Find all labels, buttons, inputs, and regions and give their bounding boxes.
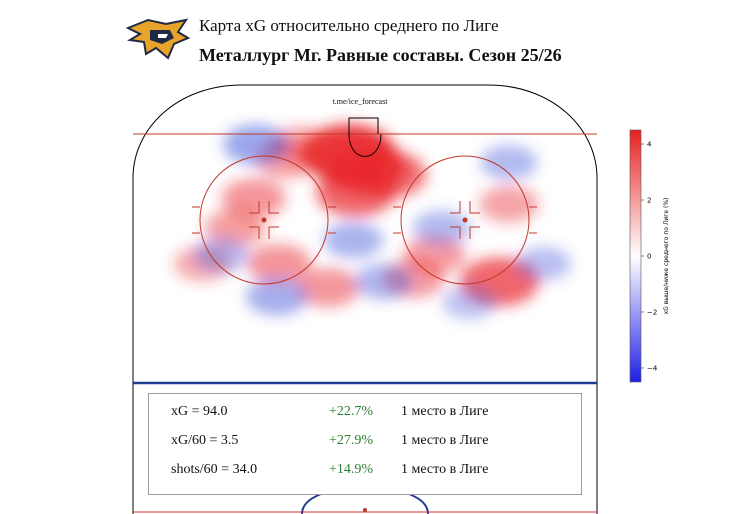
stat-label: xG = 94.0 xyxy=(171,404,228,419)
stats-panel: xG = 94.0 +22.7% 1 место в Лиге xG/60 = … xyxy=(148,393,582,495)
heat-cell xyxy=(442,286,497,320)
stat-row-xg: xG = 94.0 +22.7% 1 место в Лиге xyxy=(149,404,581,424)
stat-rank: 1 место в Лиге xyxy=(401,462,489,477)
heat-cell xyxy=(296,268,360,308)
colorbar-tick-label: −2 xyxy=(647,309,657,317)
stat-rank: 1 место в Лиге xyxy=(401,433,489,448)
colorbar-gradient xyxy=(629,129,642,383)
heat-cell xyxy=(412,210,471,246)
stat-row-xg60: xG/60 = 3.5 +27.9% 1 место в Лиге xyxy=(149,433,581,453)
stat-delta: +27.9% xyxy=(329,433,374,448)
heat-cell xyxy=(193,237,250,273)
chart-title: Карта xG относительно среднего по Лиге xyxy=(199,16,499,35)
stat-label: xG/60 = 3.5 xyxy=(171,433,239,448)
heat-cell xyxy=(223,124,289,165)
heat-cell xyxy=(354,263,413,300)
colorbar-tick-label: 4 xyxy=(647,141,652,149)
heat-cell xyxy=(323,221,384,259)
team-logo xyxy=(125,18,191,66)
chart-subtitle: Металлург Мг. Равные составы. Сезон 25/2… xyxy=(199,45,562,65)
heat-cell xyxy=(480,144,538,181)
heat-cell xyxy=(270,126,330,163)
stat-rank: 1 место в Лиге xyxy=(401,404,489,419)
heatmap-layer xyxy=(174,124,572,320)
colorbar-tick-label: −4 xyxy=(647,365,658,373)
heat-cell xyxy=(247,244,312,284)
colorbar-tick-label: 2 xyxy=(647,197,651,205)
heat-cell xyxy=(245,277,308,316)
watermark-label: t.me/ice_forecast xyxy=(332,97,388,106)
colorbar-label: xG выше/ниже среднего по Лиге (%) xyxy=(663,198,670,315)
stat-row-shots60: shots/60 = 34.0 +14.9% 1 место в Лиге xyxy=(149,462,581,482)
heat-cell xyxy=(204,209,266,247)
heat-cell xyxy=(349,150,427,199)
stat-delta: +22.7% xyxy=(329,404,374,419)
heat-cell xyxy=(516,246,572,281)
heat-cell xyxy=(221,178,286,218)
rink-markings xyxy=(132,84,598,514)
stat-delta: +14.9% xyxy=(329,462,374,477)
colorbar-tick-label: 0 xyxy=(647,253,651,261)
stat-label: shots/60 = 34.0 xyxy=(171,462,258,477)
